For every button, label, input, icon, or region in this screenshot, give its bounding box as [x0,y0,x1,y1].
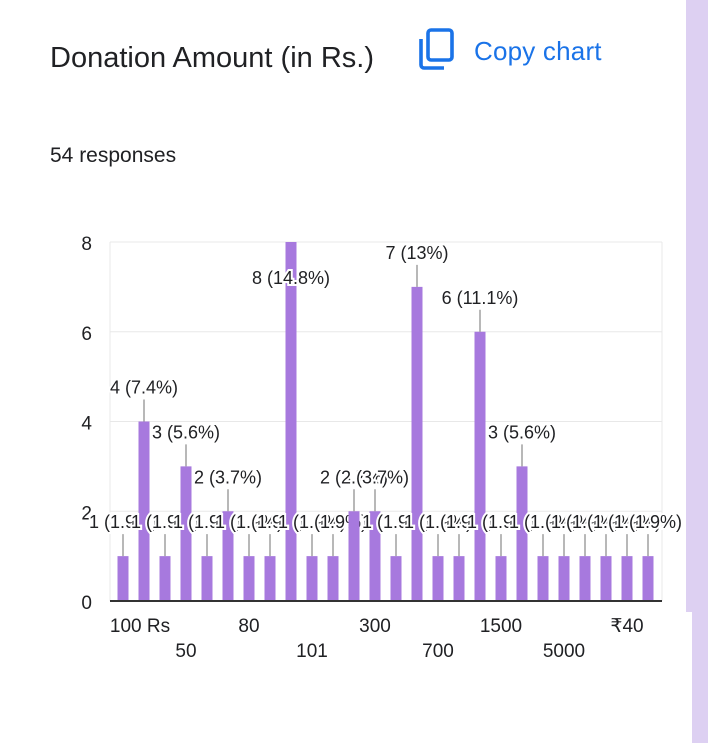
bar [516,466,528,601]
bar [642,556,654,601]
y-tick-label: 4 [81,414,92,435]
bar [243,556,255,601]
question-title: Donation Amount (in Rs.) [50,42,374,74]
bar [600,556,612,601]
x-tick-label: 50 [175,641,196,662]
data-label: 1 (1.9%) [215,512,283,532]
bar [369,511,381,601]
y-tick-label: 8 [81,234,92,255]
bar [495,556,507,601]
data-label: 1 (1.9%) [509,512,577,532]
bar [558,556,570,601]
data-label: 3 (5.6%) [152,422,220,442]
x-tick-label: 80 [238,616,259,637]
data-label: 6 (11.1%) [442,288,519,308]
bar [264,556,276,601]
x-tick-label: 1500 [480,616,522,637]
data-label: 1 (1.9%) [278,512,346,532]
bar [348,511,360,601]
bar [138,421,150,601]
data-label: 1 (1.9%) [572,512,640,532]
y-tick-label: 0 [81,593,92,614]
data-label: 1 (1.9%) [614,512,682,532]
side-panel-strip [686,0,708,743]
bar [201,556,213,601]
bar [432,556,444,601]
bar [579,556,591,601]
x-tick-label: 100 Rs [110,616,170,637]
bar [285,242,297,601]
data-label: 1 (1.9%) [593,512,661,532]
bar [159,556,171,601]
data-label: 2 (3.7%) [194,467,262,487]
bar [327,556,339,601]
bar-chart: 0 2 4 6 8 1 (1.9%) 4 (7.4%) 1 (1.9%) 3 (5.6%) 1 (… [81,234,684,662]
data-label: 8 (14.8%) [252,268,330,288]
bar [453,556,465,601]
copy-icon [416,27,456,76]
x-tick-label: 5000 [543,641,585,662]
x-tick-label: 101 [296,641,328,662]
y-tick-label: 6 [81,324,92,345]
copy-chart-button[interactable]: Copy chart [416,26,602,76]
bar [180,466,192,601]
bar [474,331,486,601]
bar [306,556,318,601]
bar [411,286,423,601]
scrollbar-thumb[interactable] [686,612,692,743]
data-label: 1 (1.9%) [530,512,598,532]
x-tick-label: 300 [359,616,391,637]
data-label: 1 (1.9%) [404,512,472,532]
data-label: 3 (5.6%) [488,422,556,442]
data-label: 1 (1.9%) [551,512,619,532]
chart-card: Donation Amount (in Rs.) Copy chart 54 r… [0,0,687,743]
y-tick-label: 2 [81,503,92,524]
bar [537,556,549,601]
data-label: 7 (13%) [385,243,448,263]
data-label: 2 (3.7%) [320,467,388,487]
data-label: 4 (7.4%) [110,378,178,398]
bar [621,556,633,601]
copy-chart-label: Copy chart [474,35,602,66]
bar [222,511,234,601]
response-count: 54 responses [50,144,177,167]
x-tick-label: ₹40 [610,616,643,637]
bar [390,556,402,601]
data-label: 2 (3.7%) [341,467,409,487]
x-tick-label: 700 [422,641,454,662]
bar [117,556,129,601]
